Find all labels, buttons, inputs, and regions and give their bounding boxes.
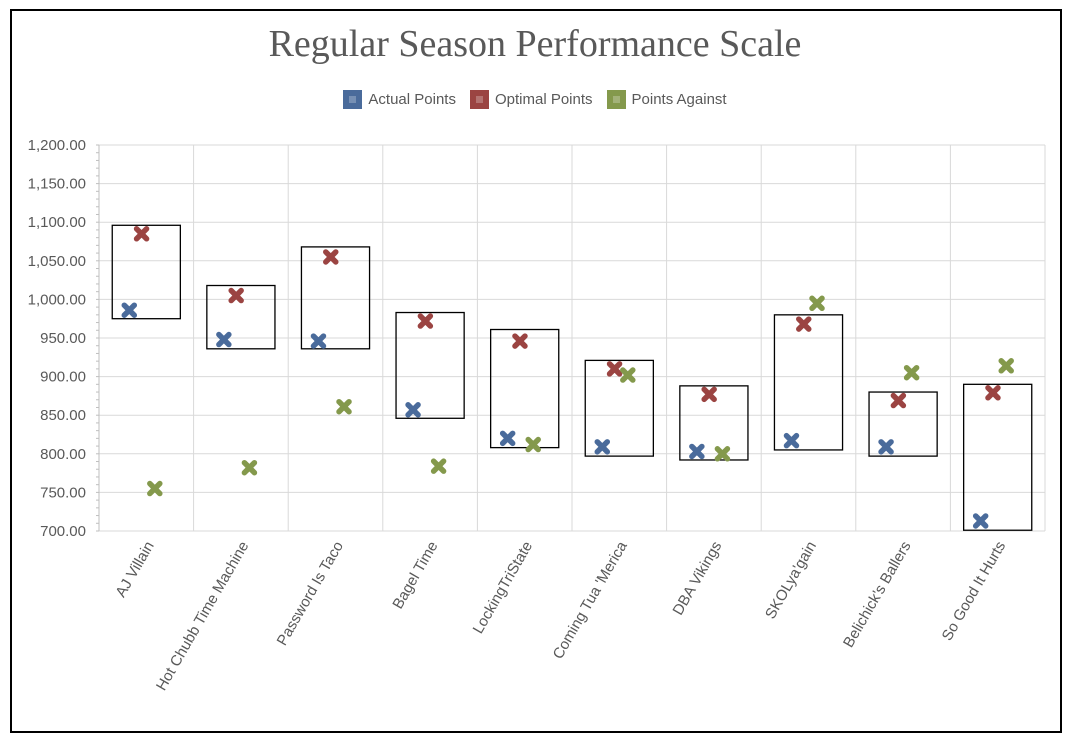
x-tick-label: So Good It Hurts (939, 538, 1010, 643)
y-tick-label: 700.00 (40, 523, 86, 540)
x-tick-label: AJ Villain (112, 539, 157, 601)
points-against-marker (998, 358, 1014, 374)
legend: Actual Points Optimal Points Points Agai… (0, 90, 1070, 109)
range-box (300, 246, 371, 350)
y-tick-label: 1,200.00 (28, 137, 86, 154)
optimal-points-marker (228, 287, 244, 304)
legend-swatch-against (606, 90, 626, 109)
legend-item-against: Points Against (606, 90, 727, 109)
points-against-marker (714, 446, 731, 462)
x-tick-label: Bagel Time (389, 539, 441, 612)
actual-points-marker (499, 430, 516, 447)
y-tick-label: 900.00 (40, 369, 86, 386)
x-tick-label: Password Is Taco (274, 539, 347, 649)
optimal-points-marker (133, 226, 150, 242)
x-tick-label: LockingTriState (470, 539, 537, 637)
actual-points-marker (878, 439, 894, 455)
points-against-marker (336, 398, 352, 415)
chart-frame (10, 9, 1062, 733)
actual-points-marker (216, 331, 232, 348)
optimal-points-marker (606, 361, 623, 377)
chart-title: Regular Season Performance Scale (268, 23, 802, 65)
points-against-marker (241, 459, 258, 476)
x-tick-label: Coming Tua 'Merica (550, 538, 632, 662)
points-against-marker (903, 364, 920, 381)
legend-item-optimal: Optimal Points (469, 90, 593, 109)
legend-label-optimal: Optimal Points (494, 91, 593, 108)
optimal-points-marker (512, 333, 528, 349)
y-tick-label: 1,000.00 (28, 291, 86, 308)
actual-points-marker (594, 439, 611, 455)
y-tick-label: 850.00 (40, 407, 86, 424)
x-tick-label: Belichick's Ballers (840, 539, 915, 651)
points-against-marker (620, 367, 636, 383)
legend-label-against: Points Against (631, 91, 727, 108)
optimal-points-marker (701, 386, 717, 403)
range-box (489, 328, 560, 449)
points-against-marker (430, 458, 447, 474)
y-tick-label: 950.00 (40, 330, 86, 347)
points-against-marker (147, 480, 163, 497)
y-tick-label: 800.00 (40, 446, 86, 463)
actual-points-marker (405, 402, 421, 418)
range-box (679, 385, 749, 461)
range-box (868, 391, 938, 457)
actual-points-marker (121, 302, 138, 318)
actual-points-marker (689, 443, 705, 460)
range-box (395, 311, 465, 419)
y-tick-label: 750.00 (40, 484, 86, 501)
range-box (111, 224, 182, 320)
y-tick-label: 1,050.00 (28, 253, 86, 270)
x-tick-label: DBA Vikings (670, 539, 726, 619)
optimal-points-marker (323, 249, 339, 265)
points-against-marker (809, 295, 825, 312)
actual-points-marker (310, 333, 327, 349)
optimal-points-marker (796, 316, 812, 332)
legend-item-actual: Actual Points (343, 90, 456, 109)
legend-swatch-optimal (469, 90, 489, 109)
optimal-points-marker (417, 313, 434, 329)
x-tick-label: Hot Chubb Time Machine (153, 539, 252, 694)
actual-points-marker (783, 432, 800, 449)
y-tick-label: 1,100.00 (28, 214, 86, 231)
range-box (773, 314, 844, 451)
range-box (584, 359, 655, 457)
optimal-points-marker (890, 392, 907, 409)
legend-label-actual: Actual Points (368, 91, 456, 108)
legend-swatch-actual (343, 90, 363, 109)
optimal-points-marker (985, 385, 1001, 401)
x-tick-label: SKOLya'gain (762, 539, 820, 622)
points-against-marker (525, 436, 541, 453)
actual-points-marker (972, 513, 989, 529)
range-box (962, 383, 1033, 531)
range-box (206, 284, 276, 350)
y-tick-label: 1,150.00 (28, 176, 86, 193)
